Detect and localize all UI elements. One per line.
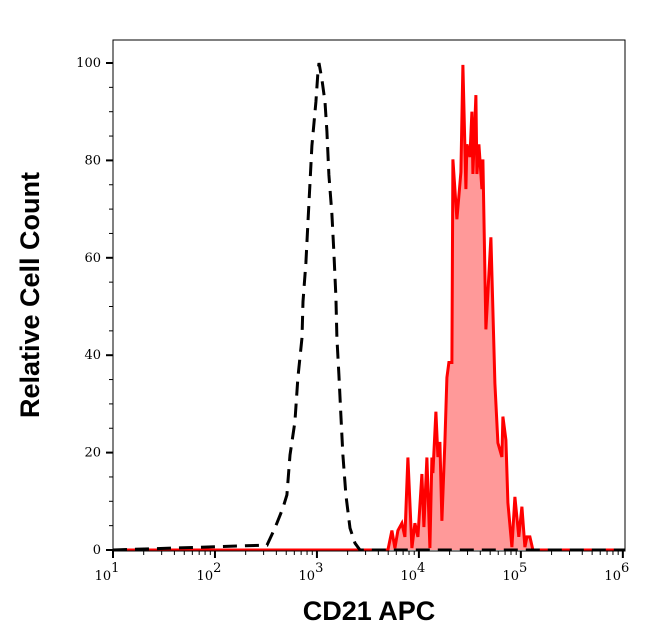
y-axis-title: Relative Cell Count — [15, 172, 45, 418]
y-tick-label: 40 — [84, 348, 101, 363]
plot-layer — [112, 62, 625, 552]
x-tick-label: 101 — [95, 561, 120, 584]
x-tick-label-exponent: 4 — [417, 561, 425, 576]
y-tick-label: 80 — [84, 153, 101, 168]
x-tick-label: 102 — [197, 561, 222, 584]
x-tick-label-exponent: 1 — [111, 561, 119, 576]
x-tick-label-base: 10 — [197, 569, 214, 584]
x-tick-label-base: 10 — [299, 569, 316, 584]
plot-frame — [112, 39, 626, 552]
x-axis-title: CD21 APC — [303, 596, 436, 626]
x-tick-label-exponent: 6 — [621, 561, 629, 576]
x-tick-label-base: 10 — [502, 569, 519, 584]
x-tick-label-base: 10 — [400, 569, 417, 584]
x-tick-label: 105 — [502, 561, 527, 584]
y-tick-label: 100 — [76, 56, 101, 71]
x-tick-label-exponent: 3 — [315, 561, 323, 576]
x-tick-label: 106 — [604, 561, 629, 584]
y-tick-label: 20 — [84, 446, 101, 461]
control-sample-dashed-line — [112, 62, 625, 552]
x-tick-label: 103 — [299, 561, 324, 584]
y-axis: 0 20 40 60 80 100 — [76, 56, 113, 558]
x-tick-label: 104 — [400, 561, 425, 584]
x-tick-label-exponent: 2 — [213, 561, 221, 576]
y-tick-label: 0 — [93, 543, 101, 558]
x-tick-label-exponent: 5 — [519, 561, 527, 576]
x-tick-label-base: 10 — [604, 569, 621, 584]
x-tick-label-base: 10 — [95, 569, 112, 584]
positive-sample-fill — [113, 64, 625, 551]
positive-sample-line — [113, 64, 625, 552]
y-tick-label: 60 — [84, 251, 101, 266]
